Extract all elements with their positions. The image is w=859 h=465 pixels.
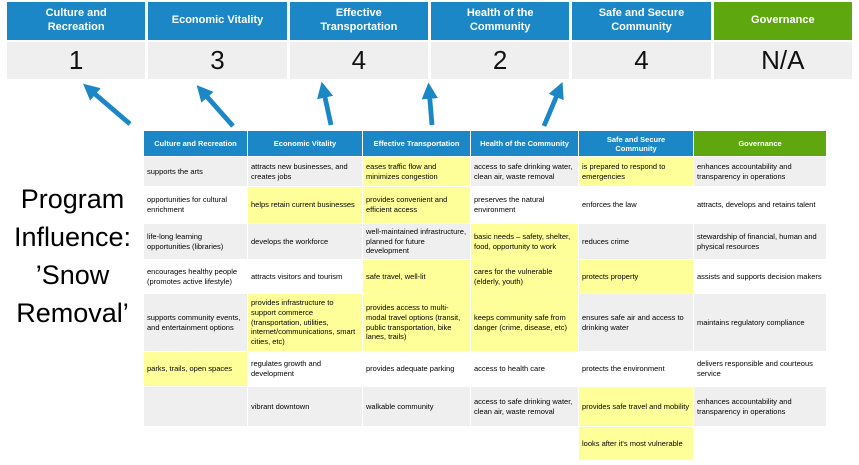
matrix-header-cell: Effective Transportation xyxy=(362,130,471,157)
matrix-cell: protects the environment xyxy=(578,351,694,387)
scoreboard-category-label: Governance xyxy=(713,2,852,40)
matrix-cell-highlighted: cares for the vulnerable (elderly, youth… xyxy=(470,259,579,294)
matrix-cell: maintains regulatory compliance xyxy=(693,293,827,352)
arrow-culture xyxy=(83,83,132,126)
arrow-economic xyxy=(196,85,235,128)
program-influence-title: Program Influence: ’Snow Removal’ xyxy=(13,184,132,328)
matrix-cell-highlighted: basic needs – safety, shelter, food, opp… xyxy=(470,223,579,260)
matrix-cell: attracts visitors and tourism xyxy=(247,259,363,294)
influence-matrix-table: Culture and Recreation Economic Vitality E… xyxy=(143,130,827,461)
matrix-cell-highlighted: looks after it's most vulnerable xyxy=(578,426,694,461)
matrix-row: looks after it's most vulnerable xyxy=(143,426,827,461)
matrix-cell xyxy=(143,386,248,427)
matrix-cell xyxy=(143,426,248,461)
scoreboard-column: Effective Transportation 4 xyxy=(289,2,428,79)
matrix-cell xyxy=(470,426,579,461)
matrix-cell-highlighted: provides safe travel and mobility xyxy=(578,386,694,427)
matrix-cell: well-maintained infrastructure, planned … xyxy=(362,223,471,260)
matrix-cell: supports the arts xyxy=(143,156,248,187)
matrix-cell: encourages healthy people (promotes acti… xyxy=(143,259,248,294)
matrix-cell: life-long learning opportunities (librar… xyxy=(143,223,248,260)
matrix-row: supports the arts attracts new businesses… xyxy=(143,156,827,187)
scoreboard-score-value: 3 xyxy=(148,42,287,79)
scoreboard: Culture and Recreation 1 Economic Vitality… xyxy=(7,2,852,79)
matrix-cell xyxy=(693,426,827,461)
matrix-header-cell: Health of the Community xyxy=(470,130,579,157)
matrix-cell xyxy=(362,426,471,461)
matrix-header-cell: Governance xyxy=(693,130,827,157)
matrix-cell-highlighted: protects property xyxy=(578,259,694,294)
matrix-cell: attracts new businesses, and creates job… xyxy=(247,156,363,187)
matrix-header-cell: Economic Vitality xyxy=(247,130,363,157)
scoreboard-score-value: N/A xyxy=(713,42,852,79)
matrix-cell: enhances accountability and transparency… xyxy=(693,156,827,187)
scoreboard-column: Governance N/A xyxy=(713,2,852,79)
scoreboard-score-value: 2 xyxy=(430,42,570,79)
matrix-cell: access to health care xyxy=(470,351,579,387)
matrix-cell: preserves the natural environment xyxy=(470,186,579,224)
matrix-cell-highlighted: keeps community safe from danger (crime,… xyxy=(470,293,579,352)
matrix-cell: regulates growth and development xyxy=(247,351,363,387)
scoreboard-column: Safe and Secure Community 4 xyxy=(572,2,711,79)
matrix-cell-highlighted: is prepared to respond to emergencies xyxy=(578,156,694,187)
matrix-cell-highlighted: provides infrastructure to support comme… xyxy=(247,293,363,352)
matrix-cell xyxy=(247,426,363,461)
matrix-header-row: Culture and Recreation Economic Vitality E… xyxy=(143,130,827,157)
matrix-cell: access to safe drinking water, clean air… xyxy=(470,156,579,187)
scoreboard-score-value: 1 xyxy=(7,42,146,79)
matrix-cell: assists and supports decision makers xyxy=(693,259,827,294)
scoreboard-score-value: 4 xyxy=(289,42,428,79)
matrix-cell-highlighted: provides convenient and efficient access xyxy=(362,186,471,224)
matrix-row: opportunities for cultural enrichment hel… xyxy=(143,186,827,224)
matrix-row: encourages healthy people (promotes acti… xyxy=(143,259,827,294)
matrix-cell: reduces crime xyxy=(578,223,694,260)
matrix-cell-highlighted: safe travel, well-lit xyxy=(362,259,471,294)
matrix-cell-highlighted: helps retain current businesses xyxy=(247,186,363,224)
scoreboard-category-label: Effective Transportation xyxy=(289,2,428,40)
matrix-cell: opportunities for cultural enrichment xyxy=(143,186,248,224)
matrix-cell: enforces the law xyxy=(578,186,694,224)
arrow-health xyxy=(421,82,438,126)
matrix-cell-highlighted: provides access to multi-modal travel op… xyxy=(362,293,471,352)
matrix-cell: ensures safe air and access to drinking … xyxy=(578,293,694,352)
matrix-header-cell: Culture and Recreation xyxy=(143,130,248,157)
matrix-row: parks, trails, open spaces regulates grow… xyxy=(143,351,827,387)
matrix-cell: supports community events, and entertain… xyxy=(143,293,248,352)
matrix-cell: provides adequate parking xyxy=(362,351,471,387)
matrix-cell-highlighted: parks, trails, open spaces xyxy=(143,351,248,387)
matrix-cell: enhances accountability and transparency… xyxy=(693,386,827,427)
scoreboard-category-label: Culture and Recreation xyxy=(7,2,146,40)
arrows-graphic xyxy=(83,81,564,128)
scoreboard-category-label: Economic Vitality xyxy=(148,2,287,40)
matrix-row: vibrant downtown walkable community access… xyxy=(143,386,827,427)
scoreboard-column: Culture and Recreation 1 xyxy=(7,2,146,79)
matrix-cell: attracts, develops and retains talent xyxy=(693,186,827,224)
matrix-cell: access to safe drinking water, clean air… xyxy=(470,386,579,427)
scoreboard-category-label: Safe and Secure Community xyxy=(572,2,711,40)
matrix-cell: vibrant downtown xyxy=(247,386,363,427)
matrix-cell: delivers responsible and courteous servi… xyxy=(693,351,827,387)
arrow-safe xyxy=(541,81,564,127)
matrix-cell: develops the workforce xyxy=(247,223,363,260)
matrix-cell: walkable community xyxy=(362,386,471,427)
arrow-transportation xyxy=(317,81,334,126)
matrix-cell-highlighted: eases traffic flow and minimizes congest… xyxy=(362,156,471,187)
matrix-row: life-long learning opportunities (librar… xyxy=(143,223,827,260)
scoreboard-column: Economic Vitality 3 xyxy=(148,2,287,79)
matrix-header-cell: Safe and Secure Community xyxy=(578,130,694,157)
matrix-cell: stewardship of financial, human and phys… xyxy=(693,223,827,260)
scoreboard-column: Health of the Community 2 xyxy=(430,2,570,79)
scoreboard-category-label: Health of the Community xyxy=(430,2,570,40)
matrix-row: supports community events, and entertain… xyxy=(143,293,827,352)
scoreboard-score-value: 4 xyxy=(572,42,711,79)
